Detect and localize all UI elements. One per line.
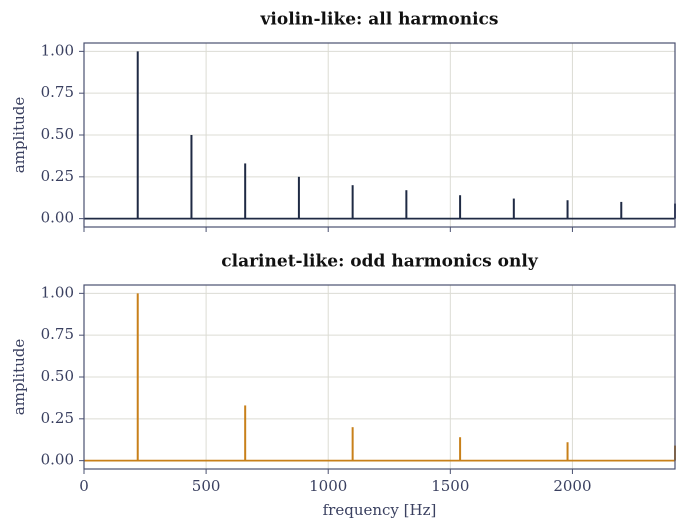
y-tick-label: 0.25	[41, 167, 74, 185]
x-axis-label: frequency [Hz]	[323, 501, 437, 519]
chart-title: clarinet-like: odd harmonics only	[221, 252, 539, 272]
x-tick-label: 500	[192, 477, 221, 495]
x-tick-label: 2000	[553, 477, 591, 495]
x-tick-label: 0	[79, 477, 89, 495]
y-tick-label: 0.75	[41, 325, 74, 343]
axes-frame	[83, 284, 676, 470]
chart-title: violin-like: all harmonics	[260, 10, 499, 30]
y-tick-label: 0.00	[41, 451, 74, 469]
y-tick-label: 0.50	[41, 367, 74, 385]
x-tick-label: 1500	[431, 477, 469, 495]
x-tick-label: 1000	[309, 477, 347, 495]
y-tick-label: 1.00	[41, 283, 74, 301]
y-axis-label: amplitude	[10, 97, 28, 174]
y-axis-label: amplitude	[10, 339, 28, 416]
y-tick-label: 0.75	[41, 83, 74, 101]
y-tick-label: 0.50	[41, 125, 74, 143]
axes-frame	[83, 42, 676, 228]
y-tick-label: 0.00	[41, 209, 74, 227]
y-tick-label: 0.25	[41, 409, 74, 427]
y-tick-label: 1.00	[41, 41, 74, 59]
